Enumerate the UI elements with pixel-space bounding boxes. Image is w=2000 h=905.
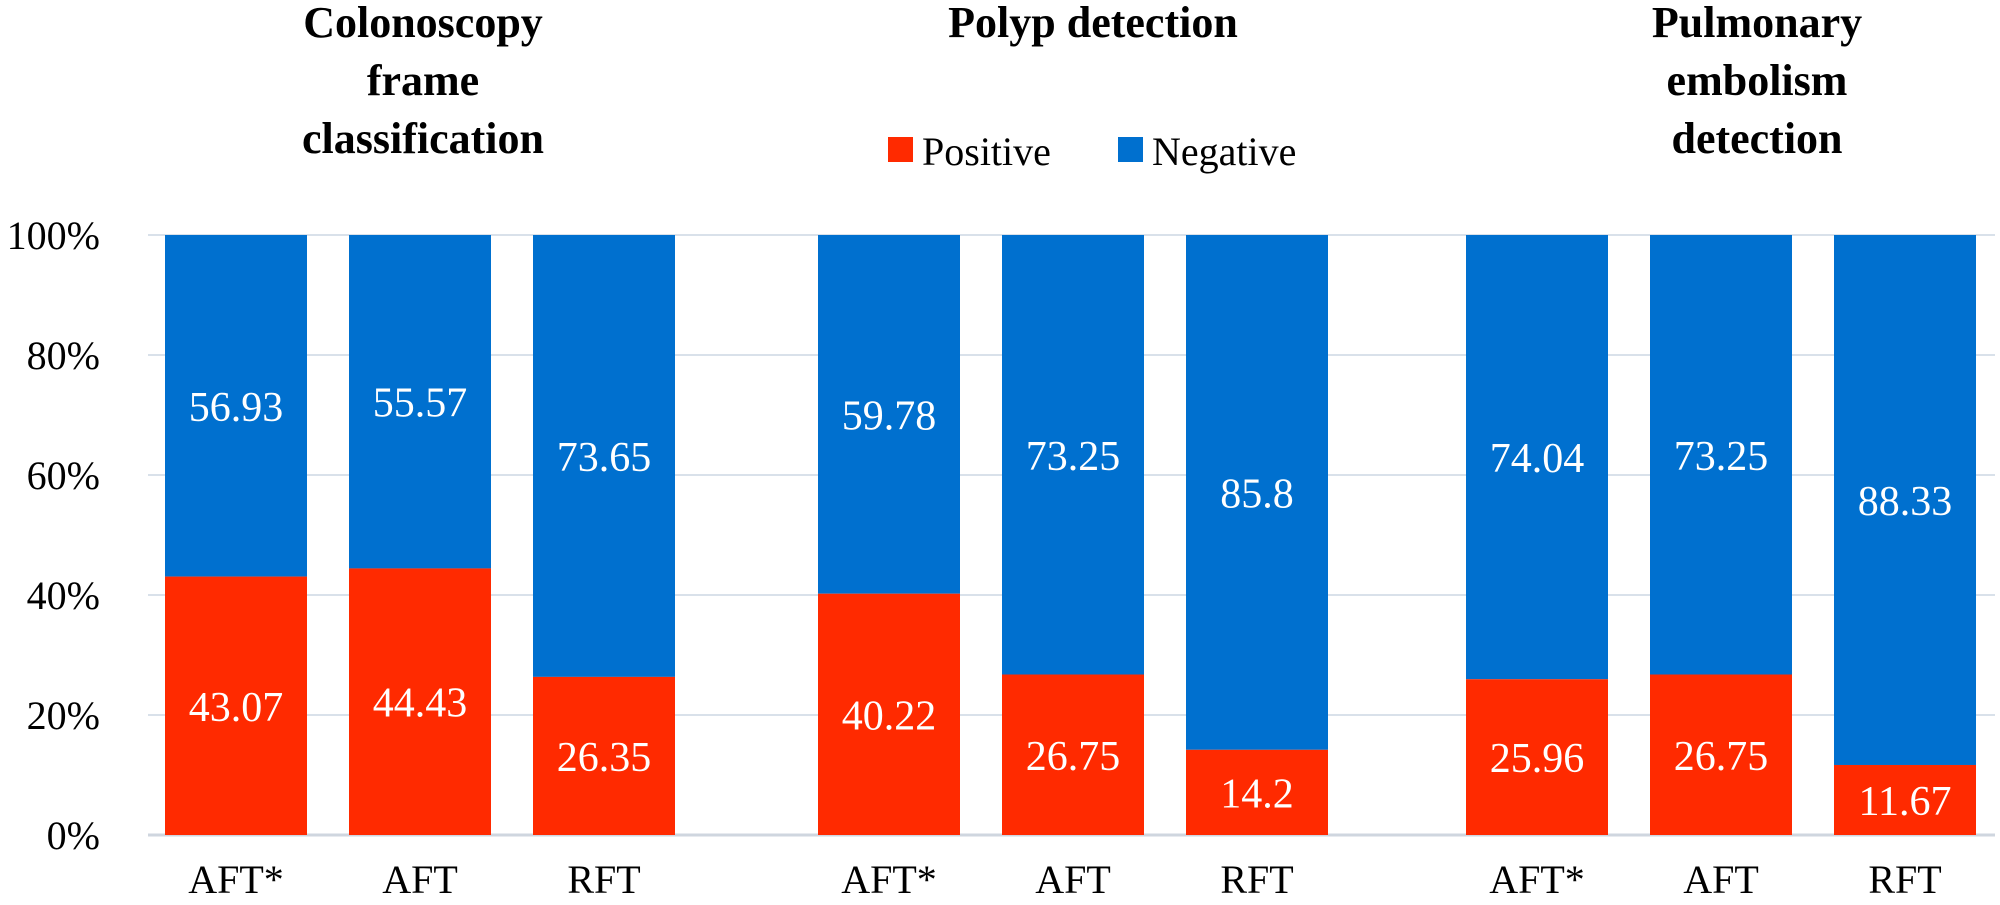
data-label-negative: 73.65	[557, 435, 652, 481]
group-titles: Colonoscopy frame classification Polyp dete…	[302, 0, 1862, 163]
y-tick-label: 80%	[27, 333, 100, 378]
bar-negative	[165, 235, 307, 577]
x-category-label: AFT	[1683, 857, 1759, 902]
group-title: Pulmonary embolism detection	[1652, 0, 1862, 163]
data-labels: 56.93 43.07 55.57 44.43 73.65 26.35 59.78 40.22…	[189, 381, 1953, 825]
data-label-positive: 40.22	[842, 693, 937, 739]
y-tick-label: 60%	[27, 453, 100, 498]
x-category-label: AFT	[1035, 857, 1111, 902]
data-label-negative: 74.04	[1490, 436, 1585, 482]
bar-negative	[1002, 235, 1144, 675]
x-category-label: AFT*	[188, 857, 284, 902]
y-tick-label: 0%	[47, 813, 100, 858]
bar-positive	[1186, 749, 1328, 835]
data-label-negative: 55.57	[373, 381, 468, 427]
group-title: Colonoscopy frame classification	[302, 0, 544, 163]
bar-positive	[533, 676, 675, 835]
x-category-label: RFT	[1868, 857, 1941, 902]
data-label-negative: 73.25	[1026, 434, 1121, 480]
data-label-negative: 56.93	[189, 385, 284, 431]
x-category-label: AFT*	[841, 857, 937, 902]
data-label-positive: 44.43	[373, 681, 468, 727]
bar-positive	[1834, 764, 1976, 835]
bars	[165, 235, 1976, 835]
bar-positive	[165, 576, 307, 835]
data-label-negative: 73.25	[1674, 434, 1769, 480]
data-label-positive: 43.07	[189, 685, 284, 731]
data-label-negative: 88.33	[1858, 479, 1953, 525]
y-tick-label: 40%	[27, 573, 100, 618]
data-label-positive: 26.35	[557, 735, 652, 781]
x-category-label: RFT	[567, 857, 640, 902]
group-title: Polyp detection	[948, 0, 1238, 47]
axis-labels: 0% 20% 40% 60% 80% 100% AFT* AFT RFT AFT* AFT RFT AF…	[7, 213, 1942, 902]
bar-negative	[1834, 235, 1976, 765]
data-label-positive: 25.96	[1490, 736, 1585, 782]
bar-negative	[1186, 235, 1328, 750]
bar-positive	[818, 593, 960, 835]
data-label-negative: 85.8	[1220, 471, 1294, 517]
y-tick-label: 20%	[27, 693, 100, 738]
data-label-positive: 11.67	[1859, 779, 1952, 825]
data-label-positive: 14.2	[1220, 771, 1294, 817]
legend-swatch-positive	[888, 137, 913, 162]
bar-negative	[349, 235, 491, 569]
legend-swatch-negative	[1118, 137, 1143, 162]
y-tick-label: 100%	[7, 213, 100, 258]
bar-negative	[533, 235, 675, 677]
bar-positive	[1002, 674, 1144, 835]
bar-positive	[1466, 679, 1608, 835]
legend-label-negative: Negative	[1152, 129, 1296, 174]
bar-positive	[1650, 674, 1792, 835]
legend: Positive Negative	[888, 129, 1296, 174]
data-label-positive: 26.75	[1026, 734, 1121, 780]
bar-negative	[1466, 235, 1608, 680]
data-label-positive: 26.75	[1674, 734, 1769, 780]
bar-negative	[1650, 235, 1792, 675]
bar-negative	[818, 235, 960, 594]
x-category-label: AFT	[382, 857, 458, 902]
data-label-negative: 59.78	[842, 393, 937, 439]
x-category-label: AFT*	[1489, 857, 1585, 902]
x-category-label: RFT	[1220, 857, 1293, 902]
legend-label-positive: Positive	[922, 129, 1051, 174]
bar-positive	[349, 568, 491, 835]
